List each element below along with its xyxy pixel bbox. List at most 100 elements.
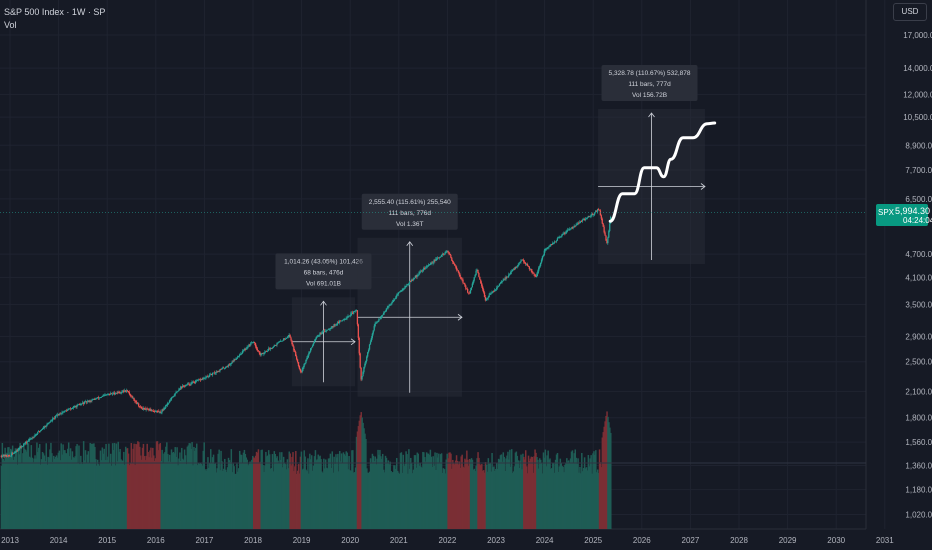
candle-body	[248, 344, 250, 347]
candle-body	[180, 386, 182, 389]
x-tick-label: 2016	[147, 536, 165, 545]
candle-body	[453, 263, 456, 266]
candle-body	[181, 385, 184, 388]
candle-body	[537, 271, 539, 275]
candle-body	[388, 304, 390, 307]
candle-body	[325, 330, 328, 332]
candle-body	[174, 393, 176, 396]
volume-bar	[261, 449, 263, 529]
candle-body	[261, 353, 263, 354]
volume-bar	[338, 471, 340, 529]
volume-bar	[401, 472, 404, 529]
volume-bar	[477, 452, 479, 529]
volume-bar	[417, 453, 419, 529]
volume-bar	[582, 468, 585, 529]
volume-bar	[442, 468, 445, 529]
volume-bar	[31, 457, 33, 529]
candle-body	[70, 408, 73, 410]
candle-body	[262, 353, 264, 355]
volume-bar	[468, 458, 471, 529]
candle-body	[52, 418, 54, 421]
volume-bar	[46, 464, 48, 529]
y-tick-label: 10,500.00	[903, 113, 932, 122]
candle-body	[567, 229, 570, 231]
candle-body	[205, 376, 207, 378]
volume-bar	[351, 450, 353, 529]
candle-body	[76, 405, 78, 408]
candle-body	[127, 391, 130, 393]
volume-bar	[303, 450, 305, 529]
candle-body	[173, 395, 175, 397]
measurement-label-line: Vol 1.36T	[396, 221, 423, 228]
candle-body	[515, 266, 517, 268]
volume-bar	[538, 458, 541, 529]
volume-bar	[120, 459, 122, 529]
volume-bar	[601, 437, 604, 529]
volume-bar	[67, 448, 69, 529]
volume-bar	[324, 468, 326, 529]
candle-body	[352, 312, 354, 314]
volume-bar	[418, 466, 420, 529]
candle-body	[413, 278, 416, 279]
candle-body	[516, 266, 518, 268]
candle-body	[21, 446, 23, 448]
candle-body	[25, 441, 28, 443]
volume-bar	[608, 422, 610, 529]
volume-bar	[43, 455, 46, 529]
volume-bar	[130, 443, 133, 529]
candle-body	[387, 306, 389, 308]
candle-body	[198, 379, 201, 381]
candle-body	[55, 415, 58, 417]
volume-bar	[352, 450, 354, 529]
volume-bar	[123, 451, 125, 529]
y-tick-label: 3,500.00	[905, 300, 932, 309]
candle-body	[404, 285, 406, 289]
candle-body	[110, 393, 113, 395]
volume-bar	[411, 473, 414, 529]
volume-bar	[23, 442, 25, 529]
candle-body	[275, 345, 277, 346]
volume-bar	[109, 463, 111, 529]
candle-body	[125, 390, 128, 392]
volume-indicator-label[interactable]: Vol	[4, 20, 17, 30]
candle-body	[393, 299, 395, 301]
volume-bar	[196, 465, 199, 529]
candle-body	[579, 221, 581, 224]
candle-body	[554, 241, 557, 243]
candle-body	[106, 394, 108, 396]
candle-body	[501, 281, 503, 282]
volume-bar	[302, 468, 305, 529]
candle-body	[23, 444, 25, 447]
candle-body	[556, 238, 559, 241]
candle-body	[3, 454, 5, 457]
candle-body	[105, 394, 107, 396]
currency-button[interactable]: USD	[893, 3, 927, 21]
candle-body	[281, 340, 283, 342]
candle-body	[338, 320, 341, 323]
candle-body	[294, 350, 296, 352]
volume-bar	[290, 465, 292, 529]
volume-bar	[497, 458, 500, 529]
candle-body	[462, 279, 464, 283]
candle-body	[312, 343, 315, 346]
candle-body	[89, 400, 91, 402]
volume-bar	[414, 455, 417, 529]
volume-bar	[287, 468, 290, 529]
volume-bar	[219, 470, 221, 529]
candle-body	[348, 315, 350, 317]
candle-body	[492, 291, 494, 293]
volume-bar	[205, 470, 207, 529]
candle-body	[68, 408, 71, 410]
candle-body	[422, 270, 424, 272]
candle-body	[389, 304, 391, 306]
candle-body	[402, 288, 404, 291]
candle-body	[395, 297, 397, 299]
volume-bar	[246, 459, 248, 529]
volume-bar	[452, 459, 454, 529]
candle-body	[195, 380, 198, 382]
candle-body	[34, 435, 36, 437]
candle-body	[253, 342, 256, 344]
volume-bar	[160, 461, 162, 529]
volume-bar	[388, 464, 391, 529]
